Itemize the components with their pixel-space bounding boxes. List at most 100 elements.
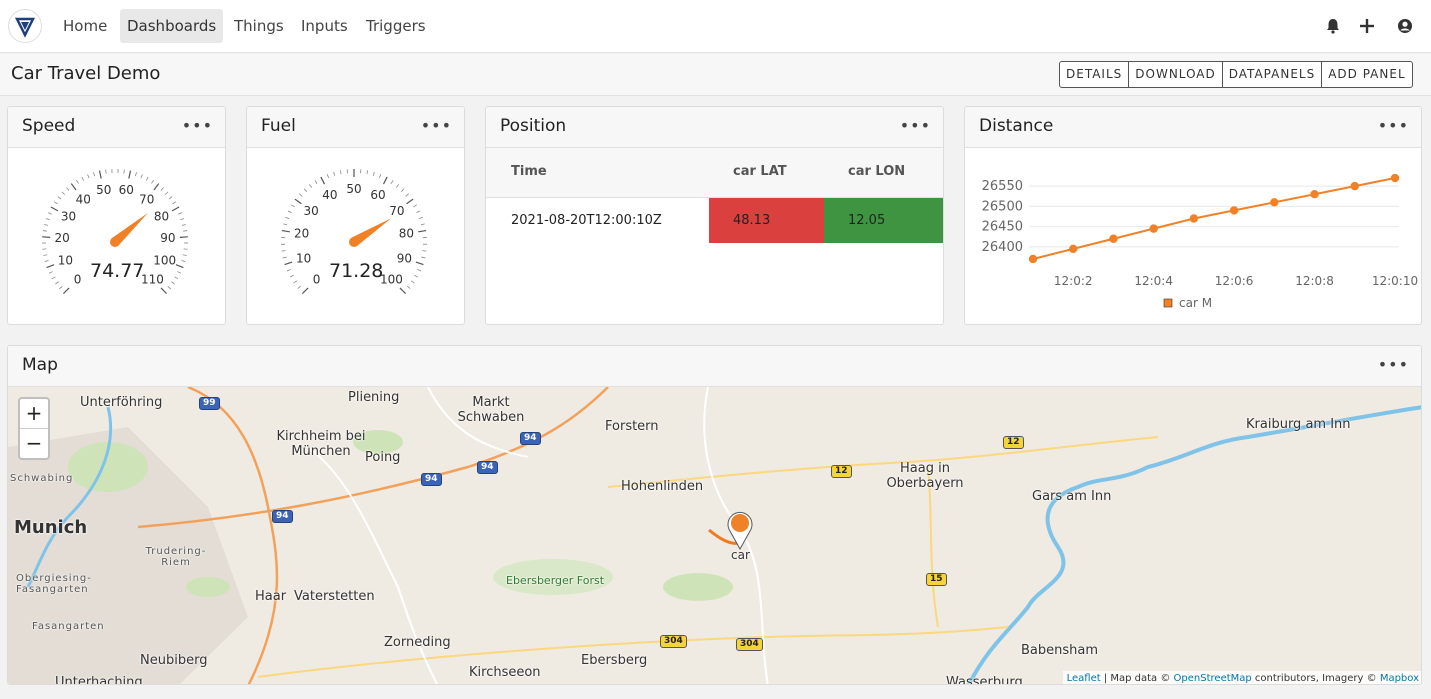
gauge-minor-tick	[181, 224, 186, 226]
gauge-minor-tick	[174, 276, 179, 280]
gauge-minor-tick	[81, 176, 85, 181]
gauge-minor-tick	[44, 224, 49, 226]
fuel-value: 71.28	[329, 260, 384, 282]
bell-icon[interactable]	[1324, 17, 1342, 35]
gauge-minor-tick	[366, 170, 369, 175]
gauge-tick-label: 60	[119, 183, 134, 197]
zoom-in-button[interactable]: +	[20, 399, 48, 429]
gauge-minor-tick	[61, 191, 66, 195]
column-header-lon: car LON	[848, 164, 906, 179]
gauge-minor-tick	[297, 285, 302, 289]
gauge-major-tick	[62, 287, 70, 295]
add-panel-button[interactable]: ADD PANEL	[1328, 67, 1406, 81]
nav-home[interactable]: Home	[63, 17, 108, 35]
details-button[interactable]: DETAILS	[1060, 62, 1130, 87]
x-tick-label: 12:0:10	[1372, 274, 1418, 288]
x-tick-label: 12:0:6	[1215, 274, 1254, 288]
fuel-panel: Fuel ••• 0 10 20 30 40 50 60 70 80 90 100 71.28	[246, 106, 465, 325]
speed-value: 74.77	[90, 260, 145, 282]
gauge-tick-label: 10	[58, 254, 73, 268]
gauge-minor-tick	[326, 173, 329, 178]
gauge-minor-tick	[413, 204, 418, 208]
panel-menu-icon[interactable]: •••	[1377, 116, 1409, 135]
lon-cell-bg	[824, 198, 943, 243]
gauge-minor-tick	[51, 276, 56, 280]
gauge-minor-tick	[76, 179, 79, 184]
gauge-tick-label: 20	[54, 231, 69, 245]
mapbox-link[interactable]: Mapbox	[1379, 673, 1419, 684]
map-label: Markt Schwaben	[457, 395, 525, 425]
top-navbar: Home Dashboards Things Inputs Triggers	[0, 0, 1431, 53]
nav-dashboards[interactable]: Dashboards	[120, 9, 224, 43]
gauge-tick-label: 70	[389, 204, 404, 218]
map-canvas[interactable]: Unterföhring Pliening Markt Schwaben For…	[8, 387, 1421, 685]
attribution-text: contributors, Imagery ©	[1251, 673, 1380, 684]
gauge-tick-label: 90	[397, 251, 412, 265]
gauge-tick-label: 90	[160, 231, 175, 245]
x-tick-label: 12:0:8	[1295, 274, 1334, 288]
datapanels-button[interactable]: DATAPANELS	[1223, 62, 1323, 87]
gauge-tick-label: 40	[322, 188, 337, 202]
panel-menu-icon[interactable]: •••	[899, 116, 931, 135]
download-button[interactable]: DOWNLOAD	[1129, 62, 1223, 87]
gauge-minor-tick	[314, 180, 318, 184]
gauge-minor-tick	[177, 271, 182, 274]
panel-menu-icon[interactable]: •••	[181, 116, 213, 135]
gauge-needle-hub	[110, 237, 120, 247]
gauge-minor-tick	[135, 172, 137, 177]
gauge-minor-tick	[281, 250, 286, 252]
user-icon[interactable]	[1396, 17, 1414, 35]
map-label: Poing	[365, 450, 401, 465]
nav-triggers[interactable]: Triggers	[366, 17, 426, 35]
gauge-minor-tick	[283, 223, 288, 226]
gauge-minor-tick	[160, 187, 164, 191]
column-header-lat: car LAT	[733, 164, 787, 179]
map-tiles	[8, 387, 1421, 684]
panel-menu-icon[interactable]: •••	[420, 116, 452, 135]
panel-header: Fuel •••	[247, 107, 464, 148]
map-label-city: Munich	[14, 517, 88, 538]
gauge-minor-tick	[298, 193, 303, 197]
nav-things[interactable]: Things	[234, 17, 284, 35]
gauge-major-tick	[281, 229, 290, 233]
lon-cell: 12.05	[848, 213, 886, 228]
gauge-major-tick	[50, 206, 59, 212]
gauge-tick-label: 0	[74, 272, 82, 286]
gauge-major-tick	[320, 176, 326, 185]
zoom-out-button[interactable]: −	[25, 431, 43, 455]
gauge-tick-label: 0	[313, 272, 321, 286]
gauge-minor-tick	[421, 256, 426, 259]
map-label: Kirchheim bei München	[276, 429, 366, 459]
gauge-minor-tick	[183, 230, 188, 232]
gauge-minor-tick	[180, 218, 185, 221]
map-panel: Map •••	[7, 345, 1422, 685]
gauge-minor-tick	[171, 281, 175, 285]
gauge-minor-tick	[303, 188, 308, 192]
gauge-minor-tick	[293, 280, 298, 284]
gauge-minor-tick	[43, 254, 48, 256]
map-attribution: Leaflet | Map data © OpenStreetMap contr…	[1062, 671, 1421, 684]
leaflet-link[interactable]: Leaflet	[1066, 673, 1101, 684]
lat-cell: 48.13	[733, 213, 771, 228]
plus-icon[interactable]	[1358, 17, 1376, 35]
gauge-minor-tick	[372, 171, 375, 176]
gauge-major-tick	[301, 287, 309, 295]
gauge-tick-label: 60	[370, 188, 385, 202]
fuel-gauge: 010 20 30 40 50 60 70 80 90 100	[281, 169, 427, 295]
gauge-minor-tick	[420, 223, 425, 226]
x-tick-label: 12:0:4	[1134, 274, 1173, 288]
osm-link[interactable]: OpenStreetMap	[1173, 673, 1252, 684]
gauge-minor-tick	[379, 173, 382, 178]
y-tick-label: 26500	[982, 199, 1023, 214]
zoom-control: + −	[18, 397, 50, 460]
gauge-minor-tick	[151, 179, 154, 184]
map-label: Unterhaching	[55, 675, 143, 685]
map-label: Obergiesing-Fasangarten	[16, 573, 92, 595]
panel-title: Position	[500, 116, 567, 136]
app-logo[interactable]	[8, 9, 42, 43]
gauge-minor-tick	[422, 250, 427, 252]
gauge-minor-tick	[282, 256, 287, 259]
panel-menu-icon[interactable]: •••	[1377, 355, 1409, 374]
panel-title: Distance	[979, 116, 1054, 136]
nav-inputs[interactable]: Inputs	[301, 17, 348, 35]
